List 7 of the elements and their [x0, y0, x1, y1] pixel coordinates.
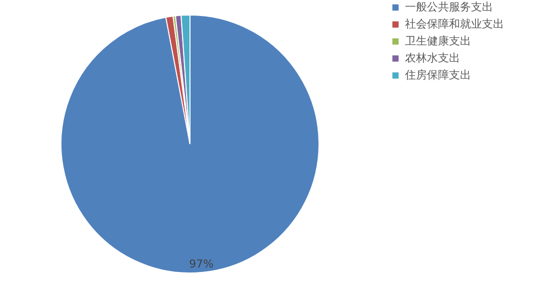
legend-label: 卫生健康支出	[405, 34, 471, 48]
legend-label: 一般公共服务支出	[405, 0, 493, 14]
legend-label: 住房保障支出	[405, 68, 471, 82]
pie-slice	[60, 14, 320, 274]
legend-label: 社会保障和就业支出	[405, 18, 504, 30]
legend-label: 农林水支出	[405, 52, 460, 64]
data-label: 97%	[189, 257, 214, 270]
